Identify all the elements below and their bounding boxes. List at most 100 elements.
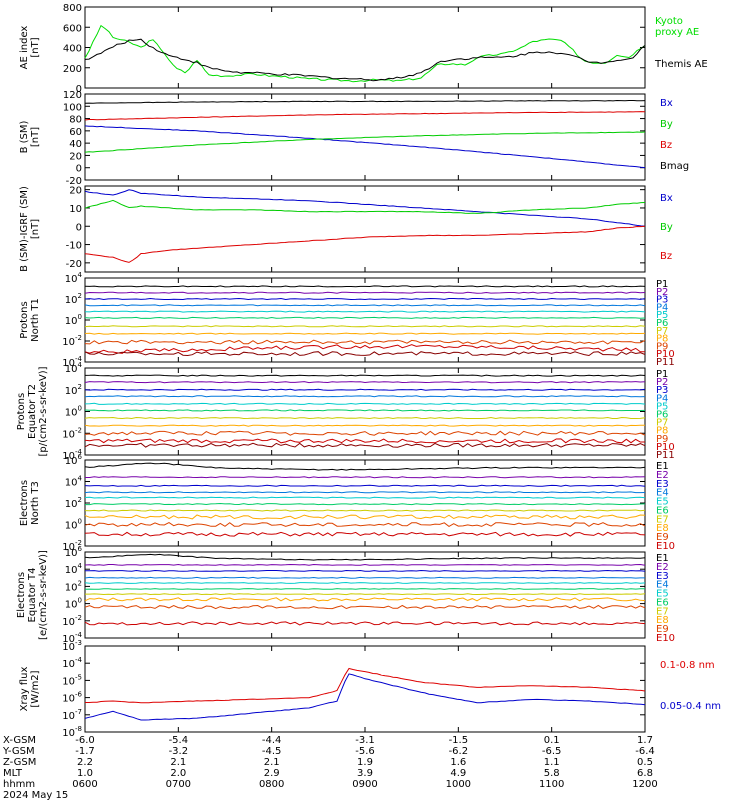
- channel-line-p8: [84, 332, 646, 335]
- channel-line-e10: [84, 531, 646, 537]
- series-line-bx: [84, 125, 646, 169]
- legend-label: Bmag: [660, 161, 689, 172]
- legend-label: P10: [656, 442, 675, 453]
- orbit-row-value: 0700: [166, 779, 191, 790]
- orbit-row-value: 4.9: [450, 768, 466, 779]
- y-axis-label: B (SM): [19, 120, 30, 153]
- legend-label: E8: [656, 523, 669, 534]
- y-tick-label: 106: [65, 545, 83, 559]
- y-tick-label: 104: [65, 475, 83, 489]
- orbit-row-value: 5.8: [544, 768, 560, 779]
- orbit-row-value: -1.7: [75, 746, 95, 757]
- y-axis-label: [nT]: [30, 127, 41, 147]
- orbit-row-value: -3.2: [169, 746, 189, 757]
- channel-line-e3: [84, 484, 646, 487]
- y-tick-label: 20: [69, 151, 82, 162]
- orbit-row-value: -5.6: [355, 746, 375, 757]
- legend-label: P8: [656, 334, 668, 345]
- legend-label: P8: [656, 426, 668, 437]
- channel-line-e7: [85, 593, 646, 596]
- legend-label: P4: [656, 302, 668, 313]
- legend-label: P9: [656, 434, 668, 445]
- y-tick-label: 0: [76, 84, 82, 95]
- panel-frame: [84, 277, 646, 363]
- channel-line-e8: [84, 514, 646, 520]
- y-tick-label: 100: [65, 405, 82, 419]
- channel-line-p1: [84, 285, 646, 288]
- orbit-row-value: -6.4: [635, 746, 655, 757]
- y-tick-label: 10-2: [62, 334, 82, 348]
- legend-label: P5: [656, 401, 668, 412]
- y-tick-label: 0: [76, 164, 82, 175]
- legend-label: E5: [656, 497, 669, 508]
- legend-label: Bx: [660, 98, 673, 109]
- y-tick-label: 10-5: [62, 673, 82, 687]
- y-tick-label: 104: [65, 361, 83, 375]
- channel-line-p10: [84, 344, 646, 354]
- legend-label: P9: [656, 341, 668, 352]
- orbit-row-value: -6.2: [449, 746, 469, 757]
- y-tick-label: 400: [63, 44, 82, 55]
- y-tick-label: 10-2: [62, 539, 82, 553]
- channel-line-e2: [84, 563, 646, 566]
- legend-label: E9: [656, 624, 669, 635]
- orbit-row-value: -4.4: [262, 735, 282, 746]
- legend-label: Bz: [660, 251, 672, 262]
- channel-line-e9: [84, 604, 646, 610]
- panel-7: 10-4 10-2 100 102 104 106 Electrons Equator T4[…: [16, 545, 675, 645]
- legend-label: E5: [656, 589, 669, 600]
- orbit-row-value: 0800: [259, 779, 284, 790]
- legend-label: P6: [656, 318, 668, 329]
- y-tick-label: 10: [69, 204, 82, 215]
- series-line-0-1-0-8-nm: [85, 667, 646, 704]
- orbit-row-value: 1100: [539, 779, 564, 790]
- legend-label: P11: [656, 357, 675, 368]
- orbit-row-label: Z-GSM: [3, 757, 36, 768]
- legend-label: E7: [656, 514, 669, 525]
- channel-line-e4: [84, 491, 646, 494]
- y-tick-label: 20: [69, 186, 82, 197]
- channel-line-e2: [85, 476, 646, 479]
- legend-label: Kyoto proxy AE: [655, 16, 699, 38]
- y-axis-label: Electrons: [19, 480, 30, 526]
- orbit-row-value: 1200: [632, 779, 657, 790]
- legend-label: E2: [656, 470, 669, 481]
- y-tick-label: 104: [65, 271, 83, 285]
- y-axis-label: [W/m2]: [30, 670, 41, 707]
- legend-label: P4: [656, 393, 668, 404]
- channel-line-p8: [84, 424, 646, 427]
- legend-label: P7: [656, 326, 668, 337]
- orbit-row-value: 2.1: [264, 757, 280, 768]
- y-tick-label: 100: [65, 518, 82, 532]
- y-tick-label: 104: [65, 562, 83, 576]
- channel-line-e10: [84, 621, 646, 626]
- legend-label: P6: [656, 410, 668, 421]
- channel-line-e5: [84, 496, 646, 499]
- channel-line-p4: [84, 395, 646, 398]
- legend-label: E3: [656, 479, 669, 490]
- y-tick-label: 100: [65, 313, 82, 327]
- y-axis-label: [e/(cm2-s-sr-keV)]: [38, 550, 49, 640]
- channel-line-e3: [85, 569, 646, 572]
- orbit-row-value: 0900: [352, 779, 377, 790]
- panel-3: -20 -10 0 10 20 B (SM)-IGRF (SM) [nT] Bx By Bz: [19, 185, 673, 273]
- y-tick-label: 0: [76, 222, 82, 233]
- orbit-row-label: hhmm: [3, 779, 35, 790]
- panel-frame: [84, 6, 646, 89]
- legend-label: E3: [656, 571, 669, 582]
- legend-label: P5: [656, 310, 668, 321]
- orbit-row-label: MLT: [3, 768, 23, 779]
- channel-line-p1: [84, 374, 646, 377]
- series-line-0-05-0-4-nm: [84, 673, 646, 721]
- y-axis-label: B (SM)-IGRF (SM): [19, 186, 30, 272]
- channel-line-p9: [84, 339, 646, 345]
- y-tick-label: 10-4: [62, 656, 82, 670]
- legend-label: 0.05-0.4 nm: [660, 701, 721, 712]
- y-tick-label: 102: [65, 383, 82, 397]
- y-tick-label: 10-3: [62, 639, 82, 653]
- y-tick-label: 100: [65, 597, 82, 611]
- orbit-row-value: -4.5: [262, 746, 282, 757]
- channel-line-p5: [84, 402, 646, 405]
- legend-label: P10: [656, 349, 675, 360]
